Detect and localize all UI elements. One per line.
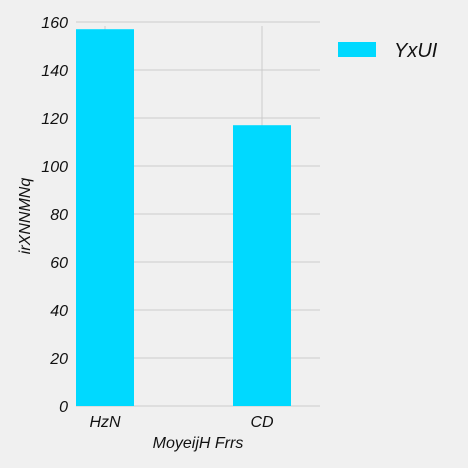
y-tick-label: 60 [50,255,68,272]
bar-cd [233,125,291,406]
legend: YxUI [338,40,438,62]
y-tick-label: 160 [41,15,68,32]
legend-label: YxUI [394,40,438,62]
y-tick-label: 40 [50,303,68,320]
y-tick-labels: 0 20 40 60 80 100 120 140 160 [41,15,68,416]
y-tick-label: 120 [41,111,68,128]
y-tick-label: 100 [41,159,68,176]
x-tick-labels: HzN CD [89,414,274,431]
legend-swatch [338,42,376,57]
x-tick-label: HzN [89,414,121,431]
bars [76,29,291,406]
bar-hzn [76,29,134,406]
x-tick-label: CD [250,414,274,431]
y-tick-label: 20 [49,351,68,368]
x-axis-label: MoyeijH Frrs [153,435,244,452]
y-tick-label: 140 [41,63,68,80]
y-tick-label: 0 [59,399,68,416]
y-tick-label: 80 [50,207,68,224]
y-axis-label: irXNNMNq [17,178,34,255]
